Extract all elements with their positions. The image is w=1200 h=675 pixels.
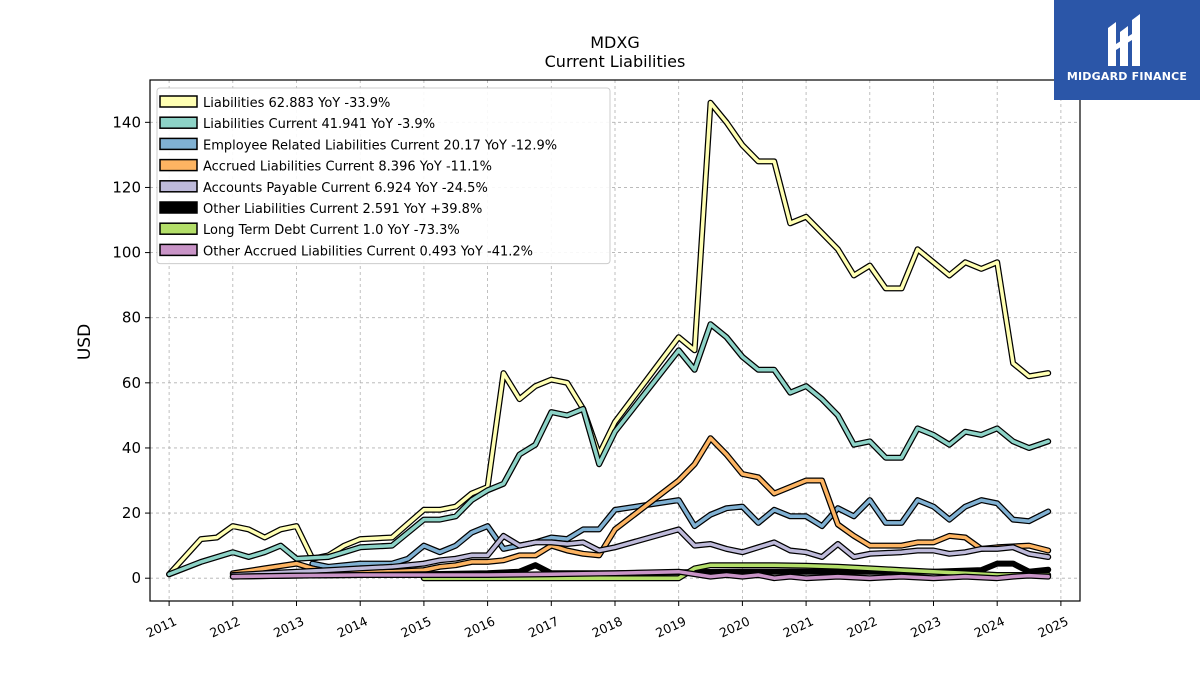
legend: Liabilities 62.883 YoY -33.9% Liabilities… [156, 87, 611, 265]
legend-label: Accounts Payable Current 6.924 YoY -24.5… [203, 181, 488, 196]
logo-text: MIDGARD FINANCE [1066, 70, 1188, 83]
series-layer [166, 99, 1052, 582]
logo-mark-icon [1108, 14, 1140, 66]
x-tick-label: 2013 [271, 613, 306, 640]
series-line-long-term-debt-current [422, 563, 1050, 580]
x-tick-label: 2025 [1035, 613, 1070, 640]
x-tick-label: 2024 [972, 613, 1007, 640]
series-line-other-accrued-liabilities-current [231, 569, 1050, 580]
chart-title: MDXG [590, 33, 639, 52]
y-axis: 0 20 40 60 80 100 120 140 [112, 113, 150, 587]
x-tick-label: 2023 [908, 613, 943, 640]
legend-label: Liabilities 62.883 YoY -33.9% [203, 96, 390, 111]
y-tick-label: 140 [112, 113, 141, 131]
chart-subtitle: Current Liabilities [545, 52, 686, 71]
legend-label: Accrued Liabilities Current 8.396 YoY -1… [203, 160, 492, 175]
y-tick-label: 0 [131, 569, 141, 587]
x-tick-label: 2014 [335, 613, 370, 640]
y-tick-label: 60 [122, 374, 141, 392]
x-tick-label: 2022 [844, 613, 879, 640]
x-tick-label: 2016 [462, 613, 497, 640]
x-tick-label: 2019 [653, 613, 688, 640]
y-tick-label: 20 [122, 504, 141, 522]
legend-swatch [159, 116, 198, 129]
legend-label: Liabilities Current 41.941 YoY -3.9% [203, 117, 435, 132]
legend-label: Other Liabilities Current 2.591 YoY +39.… [203, 202, 482, 217]
series-line-accounts-payable-current [231, 527, 1050, 577]
y-tick-label: 80 [122, 309, 141, 327]
x-tick-label: 2017 [526, 613, 561, 640]
y-tick-label: 100 [112, 244, 141, 262]
x-axis: 2011 2012 2013 2014 2015 2016 2017 2018 2019 2020… [144, 601, 1071, 640]
series-line-liabilities-current [167, 322, 1050, 577]
legend-label: Other Accrued Liabilities Current 0.493 … [203, 244, 533, 259]
series-line-accrued-liabilities-current [231, 436, 1050, 576]
x-tick-label: 2020 [717, 613, 752, 640]
legend-swatch [159, 201, 198, 214]
y-tick-label: 40 [122, 439, 141, 457]
midgard-finance-logo: MIDGARD FINANCE [1054, 0, 1200, 100]
legend-swatch [159, 243, 198, 257]
y-axis-label: USD [75, 324, 95, 360]
legend-label: Long Term Debt Current 1.0 YoY -73.3% [203, 223, 460, 238]
legend-swatch [159, 137, 198, 151]
series-line-employee-related-liabilities-current [310, 498, 1050, 569]
legend-swatch [159, 95, 198, 108]
x-tick-label: 2011 [144, 613, 179, 640]
y-tick-label: 120 [112, 178, 141, 196]
legend-box [156, 87, 611, 265]
legend-swatch [159, 180, 198, 193]
x-tick-label: 2012 [207, 613, 242, 640]
legend-label: Employee Related Liabilities Current 20.… [203, 138, 557, 153]
legend-swatch [159, 158, 198, 172]
legend-swatch [159, 222, 198, 235]
x-tick-label: 2021 [781, 613, 816, 640]
x-tick-label: 2018 [590, 613, 625, 640]
x-tick-label: 2015 [398, 613, 433, 640]
